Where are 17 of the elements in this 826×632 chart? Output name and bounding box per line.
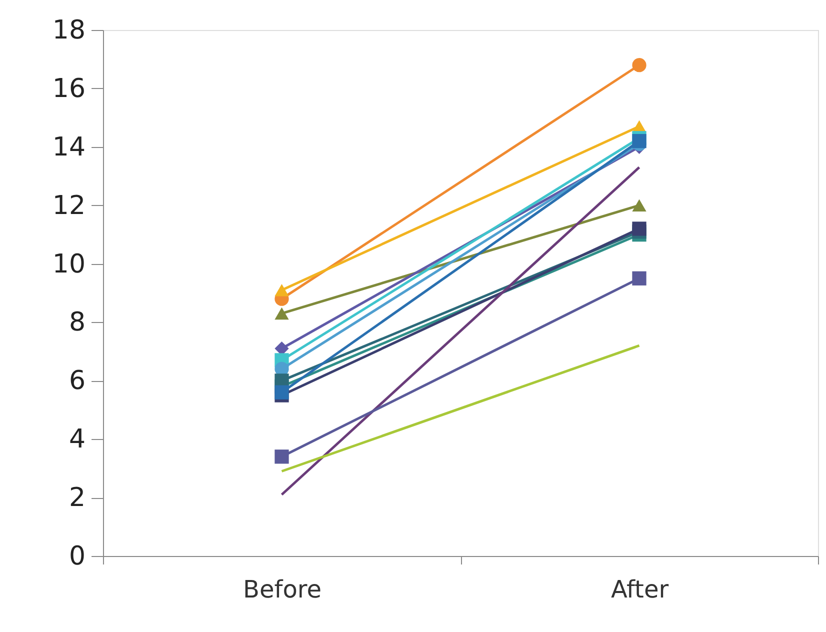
y-tick-label: 18: [52, 16, 86, 46]
y-tick-label: 12: [52, 190, 86, 221]
x-tick-label: Before: [243, 576, 322, 604]
point: [632, 271, 646, 286]
y-tick-label: 2: [68, 483, 86, 514]
x-tick-label: After: [610, 576, 669, 604]
y-tick-label: 16: [52, 74, 86, 104]
point: [274, 450, 289, 464]
y-tick-label: 14: [52, 132, 86, 162]
point: [274, 385, 289, 400]
point: [632, 58, 646, 72]
y-tick-label: 10: [52, 249, 86, 280]
point: [632, 222, 646, 236]
y-tick-label: 0: [68, 542, 86, 572]
y-tick-label: 8: [68, 308, 86, 338]
y-tick-label: 4: [68, 424, 86, 455]
y-tick-label: 6: [68, 366, 86, 396]
